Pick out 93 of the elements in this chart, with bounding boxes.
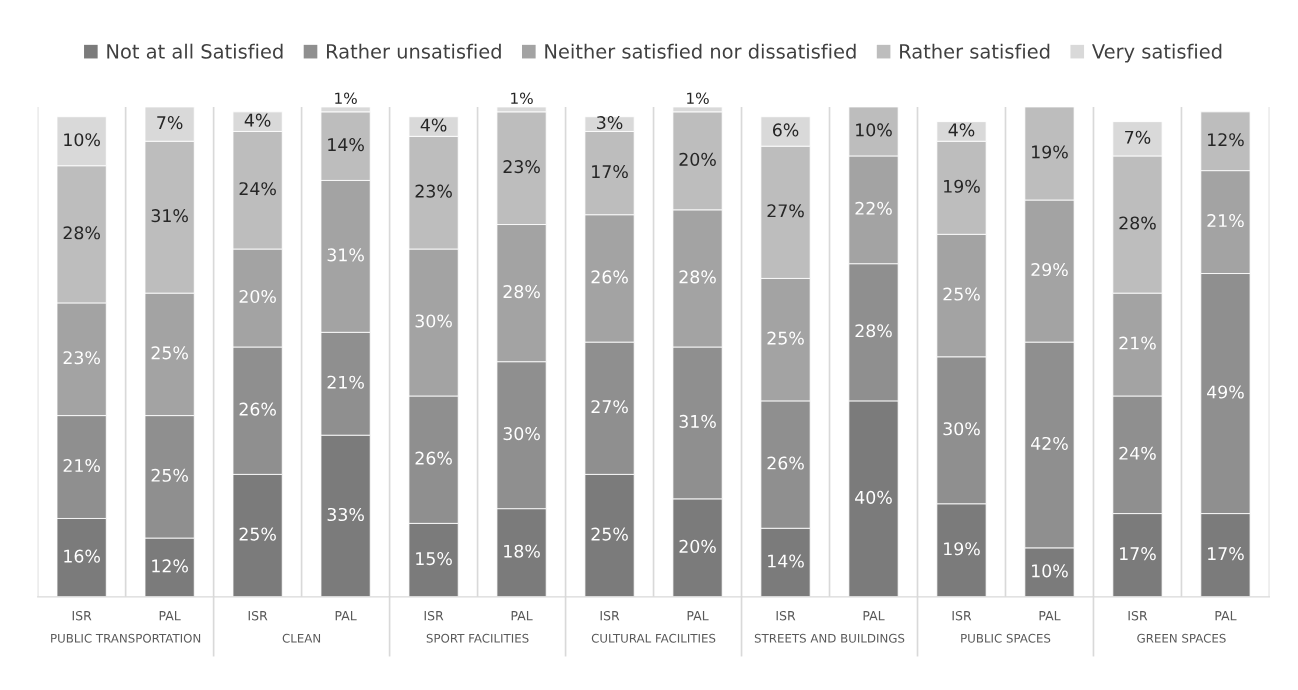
data-label: 23% — [415, 184, 452, 198]
text: CLEAN — [282, 633, 321, 643]
data-label: 23% — [63, 351, 100, 365]
data-label: 20% — [239, 289, 276, 304]
x-tick-label: ISR — [424, 610, 444, 621]
data-label: 14% — [328, 138, 364, 152]
data-label: 17% — [1208, 547, 1244, 561]
x-tick-label: ISR — [248, 610, 268, 621]
legend-label: Neither satisfied nor dissatisfied — [545, 43, 856, 59]
data-label: 40% — [855, 490, 892, 504]
legend-label: Very satisfied — [1092, 43, 1222, 63]
x-tick-label: PAL — [1215, 611, 1237, 621]
data-label: 3% — [597, 116, 623, 130]
data-label: 33% — [327, 507, 364, 522]
x-tick-label: ISR — [600, 610, 620, 621]
x-tick-label: PAL — [863, 611, 885, 621]
data-label: 21% — [327, 375, 364, 389]
data-label: 27% — [767, 204, 804, 218]
data-label: 25% — [767, 331, 804, 345]
x-tick-label: ISR — [1128, 610, 1148, 621]
data-label: 25% — [151, 468, 188, 482]
data-label: 25% — [239, 527, 276, 541]
data-label: 1% — [687, 92, 709, 104]
data-label: 21% — [1119, 336, 1156, 350]
data-label: 28% — [1119, 216, 1156, 230]
legend-label: Rather satisfied — [900, 43, 1050, 59]
data-label: 27% — [591, 400, 628, 414]
data-label: 28% — [679, 270, 716, 284]
data-label: 10% — [64, 133, 100, 147]
data-label: 15% — [416, 552, 452, 566]
data-label: 49% — [1207, 385, 1244, 399]
data-label: 4% — [420, 118, 447, 132]
data-label: 25% — [943, 287, 980, 301]
data-label: 19% — [944, 179, 980, 193]
text: GREEN SPACES — [1137, 633, 1226, 643]
text: PUBLIC SPACES — [961, 633, 1051, 643]
data-label: 12% — [152, 559, 188, 573]
data-label: 22% — [855, 201, 892, 215]
data-label: 21% — [63, 458, 100, 473]
data-label: 21% — [1207, 213, 1244, 228]
x-tick-label: ISR — [72, 610, 92, 621]
data-label: 23% — [503, 160, 540, 174]
x-tick-label: PAL — [159, 611, 181, 621]
data-label: 1% — [511, 92, 533, 104]
data-label: 24% — [239, 182, 276, 196]
data-label: 31% — [151, 209, 188, 223]
text: STREETS AND BUILDINGS — [754, 633, 905, 643]
data-label: 19% — [944, 542, 980, 556]
data-label: 4% — [244, 113, 271, 127]
x-tick-label: PAL — [687, 611, 709, 621]
data-label: 26% — [591, 270, 628, 284]
text: PUBLIC TRANSPORTATION — [51, 633, 201, 643]
data-label: 25% — [151, 346, 188, 360]
data-label: 7% — [157, 116, 183, 130]
text: SPORT FACILITIES — [426, 633, 529, 643]
data-label: 26% — [767, 456, 804, 470]
data-label: 25% — [591, 527, 628, 541]
data-label: 30% — [943, 422, 980, 436]
data-label: 16% — [64, 549, 100, 563]
data-label: 29% — [1031, 262, 1068, 277]
data-label: 17% — [1120, 547, 1156, 561]
x-tick-label: ISR — [952, 610, 972, 621]
x-tick-label: PAL — [1039, 611, 1061, 621]
data-label: 26% — [239, 402, 276, 416]
data-label: 31% — [327, 248, 364, 262]
data-label: 6% — [772, 123, 799, 137]
data-label: 18% — [504, 544, 540, 558]
legend-label: Rather unsatisfied — [327, 43, 501, 59]
data-label: 20% — [679, 539, 716, 553]
data-label: 24% — [1119, 446, 1156, 460]
data-label: 20% — [679, 152, 716, 166]
legend-label: Not at all Satisfied — [107, 43, 283, 59]
x-tick-label: PAL — [335, 611, 357, 621]
data-label: 42% — [1031, 436, 1068, 451]
data-label: 7% — [1125, 130, 1151, 144]
data-label: 10% — [1032, 564, 1068, 578]
data-label: 12% — [1208, 133, 1244, 147]
data-label: 28% — [63, 226, 100, 240]
data-label: 14% — [768, 554, 804, 568]
data-label: 19% — [1032, 145, 1068, 159]
data-label: 30% — [503, 427, 540, 441]
data-label: 17% — [592, 164, 628, 179]
data-label: 28% — [855, 324, 892, 338]
data-label: 1% — [335, 92, 357, 104]
x-tick-label: ISR — [776, 610, 796, 621]
data-label: 26% — [415, 451, 452, 465]
data-label: 4% — [948, 123, 975, 137]
data-label: 28% — [503, 285, 540, 299]
data-label: 10% — [856, 123, 892, 137]
data-label: 31% — [679, 414, 716, 428]
x-tick-label: PAL — [511, 611, 533, 621]
data-label: 30% — [415, 314, 452, 328]
text: CULTURAL FACILITIES — [591, 633, 716, 643]
